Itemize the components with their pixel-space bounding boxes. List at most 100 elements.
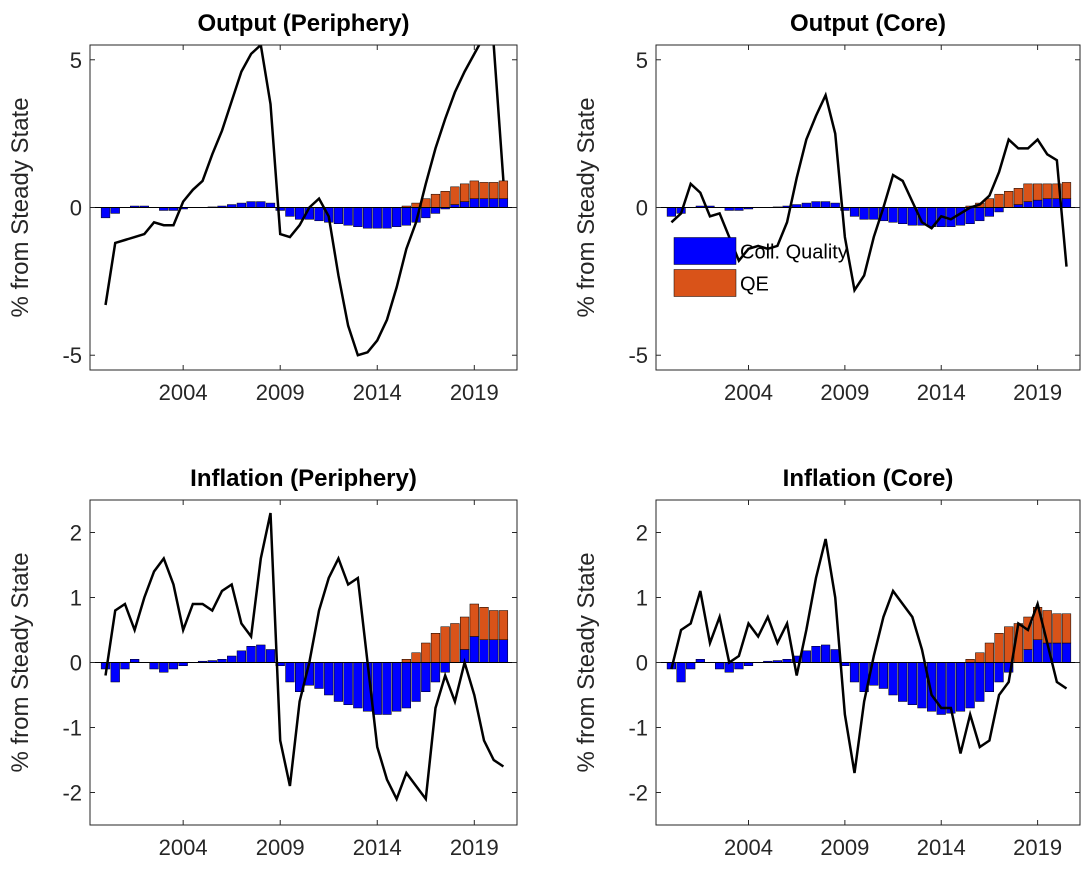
bar	[830, 202, 840, 208]
bar	[1013, 188, 1023, 205]
y-tick-label: -2	[62, 781, 82, 806]
bar	[859, 207, 869, 220]
bar	[110, 662, 120, 683]
plot-area	[656, 538, 1080, 774]
bar	[421, 662, 431, 692]
bar	[1033, 639, 1043, 663]
bar	[975, 662, 985, 702]
x-tick-label: 2019	[450, 380, 499, 405]
bar	[353, 207, 363, 227]
bar	[1033, 183, 1043, 201]
bar	[110, 207, 120, 214]
bar	[715, 662, 725, 670]
bar	[849, 662, 860, 683]
bar	[469, 198, 479, 208]
plot-area	[90, 45, 517, 357]
x-tick-label: 2009	[820, 835, 869, 860]
line	[670, 91, 1068, 294]
bar	[469, 636, 479, 663]
bar	[898, 662, 908, 702]
bar	[246, 646, 256, 663]
bar	[1033, 199, 1043, 208]
bar	[343, 207, 353, 226]
bar	[821, 201, 831, 208]
bar	[801, 650, 811, 663]
bar	[256, 644, 266, 663]
bar	[469, 180, 479, 199]
bar	[411, 652, 421, 663]
y-axis-label: % from Steady State	[7, 552, 34, 772]
bar	[975, 652, 985, 663]
bar	[353, 662, 363, 709]
chart-title: Inflation (Periphery)	[190, 465, 417, 492]
bar	[479, 639, 489, 663]
bar	[489, 639, 499, 663]
bar	[440, 626, 450, 663]
bar	[372, 662, 382, 715]
x-tick-label: 2004	[724, 380, 773, 405]
bar	[994, 193, 1004, 208]
bar	[459, 183, 470, 202]
bar	[401, 207, 411, 226]
bar	[907, 662, 917, 705]
x-tick-label: 2004	[159, 835, 208, 860]
y-tick-label: -1	[628, 716, 648, 741]
bar	[946, 662, 956, 714]
bar	[811, 201, 821, 208]
bar	[314, 662, 324, 689]
bar	[168, 662, 179, 670]
bar	[440, 662, 450, 673]
bar	[227, 655, 237, 663]
legend-swatch	[673, 269, 737, 297]
bar	[265, 649, 276, 663]
bar	[849, 207, 860, 217]
bar	[1042, 198, 1052, 208]
y-axis-label: % from Steady State	[573, 552, 600, 772]
y-tick-label: 2	[636, 521, 648, 546]
bar	[498, 639, 509, 663]
x-tick-label: 2009	[820, 380, 869, 405]
bar	[984, 662, 995, 692]
bar	[869, 207, 879, 220]
bar	[421, 207, 431, 219]
bar	[811, 646, 821, 663]
bar	[430, 633, 441, 663]
y-tick-label: 0	[636, 196, 648, 221]
bar	[236, 202, 247, 208]
bar	[285, 207, 295, 217]
bar	[430, 207, 441, 214]
x-tick-label: 2014	[917, 835, 966, 860]
chart-title: Inflation (Core)	[783, 465, 954, 492]
bar	[149, 662, 159, 670]
bar	[333, 662, 344, 702]
bar	[430, 662, 441, 683]
bar	[479, 607, 489, 640]
bar	[314, 207, 324, 222]
bar	[975, 207, 985, 222]
y-tick-label: -1	[62, 716, 82, 741]
x-tick-label: 2019	[1013, 835, 1062, 860]
bar	[1061, 642, 1072, 663]
bar	[479, 182, 489, 199]
y-axis-label: % from Steady State	[573, 97, 600, 317]
bar	[440, 191, 450, 208]
bar	[994, 662, 1004, 683]
bar	[1042, 183, 1052, 199]
axes-box	[655, 44, 1081, 371]
bar	[459, 201, 470, 208]
bar	[324, 662, 334, 696]
bar	[246, 201, 256, 208]
y-tick-label: 0	[70, 651, 82, 676]
bar	[333, 207, 344, 224]
line	[104, 512, 505, 803]
bar	[888, 207, 898, 223]
bar	[372, 207, 382, 229]
bar	[666, 207, 677, 217]
bar	[676, 662, 686, 683]
x-tick-label: 2014	[353, 380, 402, 405]
bar	[362, 207, 373, 229]
x-tick-label: 2014	[917, 380, 966, 405]
bar	[984, 207, 995, 217]
axes-box	[89, 44, 518, 371]
bar	[450, 623, 460, 663]
